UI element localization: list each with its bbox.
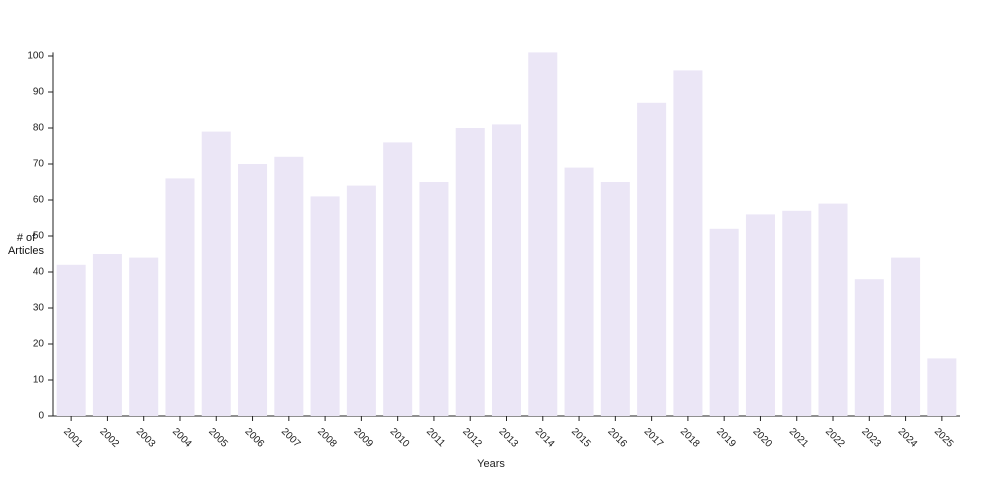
- x-tick-label: 2006: [243, 426, 267, 450]
- y-tick-label: 30: [33, 303, 45, 314]
- x-tick-label: 2015: [569, 426, 593, 450]
- bar: [564, 167, 594, 416]
- x-tick-label: 2018: [678, 426, 702, 450]
- x-tick-label: 2003: [134, 426, 158, 450]
- x-tick-label: 2001: [61, 426, 85, 450]
- bar: [274, 156, 304, 417]
- x-tick-label: 2005: [206, 426, 230, 450]
- x-tick-label: 2024: [896, 426, 920, 450]
- bar: [419, 182, 449, 416]
- x-tick-label: 2023: [859, 426, 883, 450]
- x-tick-label: 2022: [823, 426, 847, 450]
- x-tick-label: 2014: [533, 426, 557, 450]
- bar: [782, 210, 812, 416]
- y-tick-label: 100: [27, 51, 44, 62]
- bar: [709, 228, 739, 416]
- bar: [637, 102, 667, 417]
- y-tick-label: 90: [33, 87, 45, 98]
- bar: [673, 70, 703, 417]
- x-tick-label: 2004: [170, 426, 194, 450]
- x-tick-label: 2017: [642, 426, 666, 450]
- y-axis-label: # of Articles: [7, 232, 45, 257]
- bar: [383, 142, 413, 416]
- y-tick-label: 0: [38, 411, 44, 422]
- bar: [491, 124, 522, 417]
- x-tick-label: 2025: [932, 426, 956, 450]
- bar: [129, 257, 159, 416]
- x-tick-label: 2020: [750, 426, 774, 450]
- bar: [92, 254, 122, 416]
- x-tick-label: 2011: [424, 426, 447, 449]
- bar: [854, 279, 884, 416]
- x-tick-label: 2007: [279, 426, 303, 450]
- y-tick-label: 60: [33, 195, 45, 206]
- bar: [310, 196, 340, 416]
- x-tick-label: 2019: [714, 426, 738, 450]
- y-tick-label: 10: [33, 375, 45, 386]
- bar: [201, 131, 231, 416]
- bar: [818, 203, 848, 416]
- y-tick-label: 20: [33, 339, 45, 350]
- y-tick-label: 70: [33, 159, 45, 170]
- y-tick-label: 80: [33, 123, 45, 134]
- x-tick-label: 2009: [351, 426, 375, 450]
- bar: [238, 164, 268, 416]
- x-tick-label: 2002: [97, 426, 121, 450]
- bar: [745, 214, 775, 416]
- x-tick-label: 2010: [388, 426, 412, 450]
- x-axis-label: Years: [477, 458, 505, 470]
- bar: [927, 358, 957, 416]
- bar: [528, 52, 558, 417]
- x-tick-label: 2016: [605, 426, 629, 450]
- y-tick-label: 50: [33, 231, 45, 242]
- x-tick-label: 2021: [787, 426, 811, 450]
- x-tick-label: 2012: [460, 426, 484, 450]
- bar: [891, 257, 921, 416]
- bar: [56, 264, 86, 416]
- bar: [346, 185, 376, 416]
- bar: [455, 128, 485, 416]
- x-tick-label: 2008: [315, 426, 339, 450]
- bar: [600, 182, 630, 416]
- y-tick-label: 40: [33, 267, 45, 278]
- bar: [165, 178, 195, 416]
- x-tick-label: 2013: [497, 426, 521, 450]
